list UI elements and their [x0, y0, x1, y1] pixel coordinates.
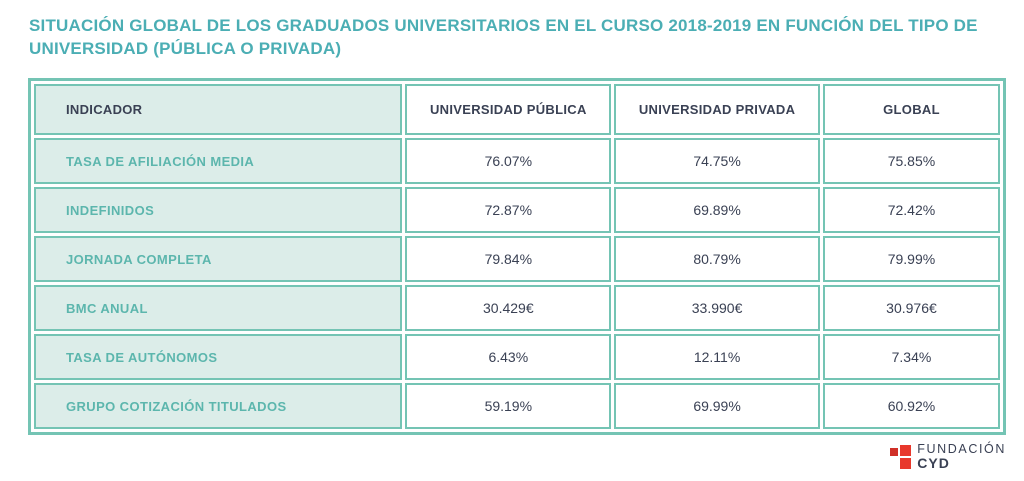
row-label-tasa-afiliacion-media: TASA DE AFILIACIÓN MEDIA [34, 138, 403, 184]
value-privada: 12.11% [614, 334, 820, 380]
value-publica: 72.87% [405, 187, 612, 233]
indicators-table: INDICADOR UNIVERSIDAD PÚBLICA UNIVERSIDA… [28, 78, 1006, 435]
table-header-row: INDICADOR UNIVERSIDAD PÚBLICA UNIVERSIDA… [34, 84, 1000, 135]
logo-square-bottom [900, 457, 912, 469]
value-publica: 59.19% [405, 383, 612, 429]
table-row: INDEFINIDOS 72.87% 69.89% 72.42% [34, 187, 1000, 233]
logo-square-top [900, 444, 912, 456]
value-publica: 76.07% [405, 138, 612, 184]
value-publica: 6.43% [405, 334, 612, 380]
value-global: 30.976€ [822, 285, 1000, 331]
value-publica: 30.429€ [405, 285, 612, 331]
value-global: 7.34% [822, 334, 1000, 380]
logo-acronym: CYD [917, 455, 950, 471]
table-row: JORNADA COMPLETA 79.84% 80.79% 79.99% [34, 236, 1000, 282]
logo-name: FUNDACIÓN [917, 442, 1006, 456]
value-publica: 79.84% [405, 236, 612, 282]
value-global: 60.92% [822, 383, 1000, 429]
value-privada: 33.990€ [614, 285, 820, 331]
row-label-grupo-cotizacion-titulados: GRUPO COTIZACIÓN TITULADOS [34, 383, 403, 429]
row-label-bmc-anual: BMC ANUAL [34, 285, 403, 331]
row-label-indefinidos: INDEFINIDOS [34, 187, 403, 233]
value-global: 72.42% [822, 187, 1000, 233]
column-header-global: GLOBAL [822, 84, 1000, 135]
column-header-universidad-publica: UNIVERSIDAD PÚBLICA [405, 84, 612, 135]
logo-square-small [890, 447, 899, 456]
column-header-indicador: INDICADOR [34, 84, 403, 135]
fundacion-cyd-logo: FUNDACIÓN CYD [890, 442, 1006, 471]
page-title: SITUACIÓN GLOBAL DE LOS GRADUADOS UNIVER… [29, 16, 978, 58]
value-privada: 69.99% [614, 383, 820, 429]
row-label-tasa-autonomos: TASA DE AUTÓNOMOS [34, 334, 403, 380]
row-label-jornada-completa: JORNADA COMPLETA [34, 236, 403, 282]
table-row: GRUPO COTIZACIÓN TITULADOS 59.19% 69.99%… [34, 383, 1000, 429]
table-row: TASA DE AUTÓNOMOS 6.43% 12.11% 7.34% [34, 334, 1000, 380]
value-global: 75.85% [822, 138, 1000, 184]
table-row: BMC ANUAL 30.429€ 33.990€ 30.976€ [34, 285, 1000, 331]
logo-text: FUNDACIÓN CYD [917, 442, 1006, 471]
table-row: TASA DE AFILIACIÓN MEDIA 76.07% 74.75% 7… [34, 138, 1000, 184]
fundacion-cyd-logo-icon [890, 444, 912, 469]
column-header-universidad-privada: UNIVERSIDAD PRIVADA [614, 84, 820, 135]
value-global: 79.99% [822, 236, 1000, 282]
value-privada: 69.89% [614, 187, 820, 233]
value-privada: 74.75% [614, 138, 820, 184]
value-privada: 80.79% [614, 236, 820, 282]
